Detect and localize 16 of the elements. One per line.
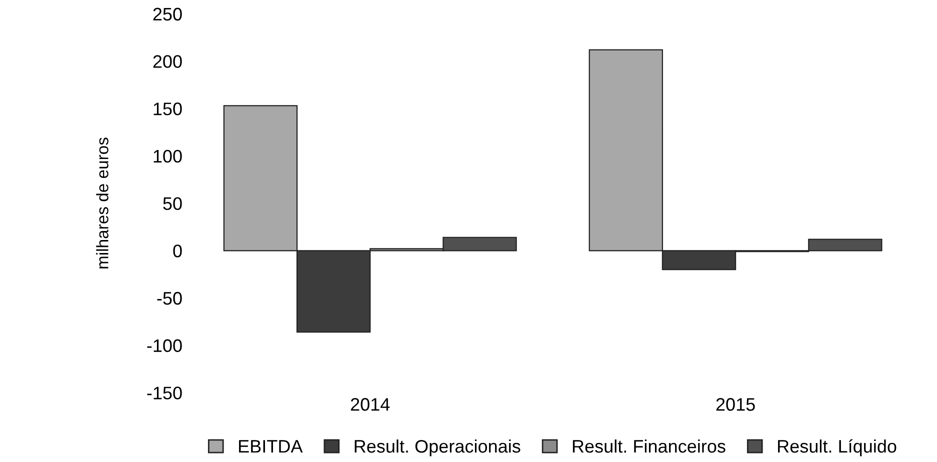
y-tick-label: -150	[147, 386, 182, 400]
y-tick-label: -50	[157, 292, 182, 305]
legend-label: Result. Financeiros	[572, 439, 726, 453]
x-tick-label: 2015	[716, 398, 755, 411]
legend-label: Result. Líquido	[778, 439, 896, 456]
y-axis-title: milhares de euros	[96, 138, 108, 268]
legend-label: EBITDA	[239, 440, 303, 453]
y-tick-label: 150	[154, 102, 182, 116]
y-tick-label: 250	[153, 8, 182, 21]
y-tick-label: 0	[173, 244, 182, 258]
x-tick-label: 2014	[350, 398, 390, 411]
y-tick-label: -100	[147, 339, 182, 352]
y-tick-label: 200	[153, 55, 182, 68]
legend-label: Result. Operacionais	[354, 439, 520, 456]
y-tick-label: 100	[154, 150, 182, 163]
y-tick-label: 50	[163, 197, 182, 210]
